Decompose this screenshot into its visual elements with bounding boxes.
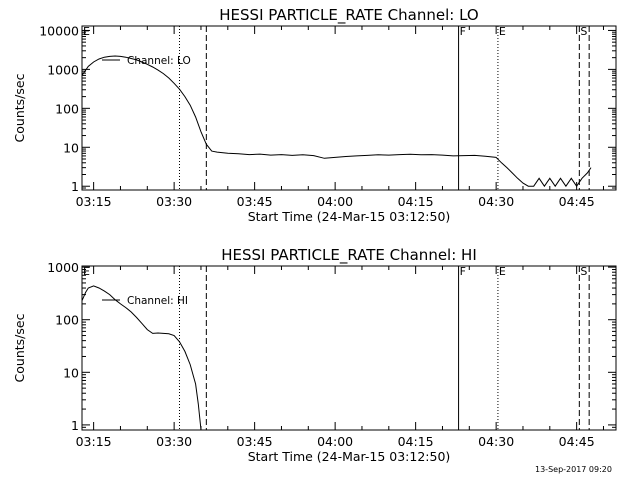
footer-timestamp: 13-Sep-2017 09:20 xyxy=(535,465,612,474)
x-axis-label: Start Time (24-Mar-15 03:12:50) xyxy=(248,449,451,464)
plot-frame xyxy=(81,265,617,431)
series-line xyxy=(82,285,202,430)
y-tick-label: 1000 xyxy=(47,260,79,275)
x-tick-label: 03:45 xyxy=(237,194,273,209)
event-marker-label: S xyxy=(580,25,587,38)
y-axis-label: Counts/sec xyxy=(12,73,27,142)
chart-title: HESSI PARTICLE_RATE Channel: LO xyxy=(219,6,478,25)
event-marker-label: E xyxy=(83,25,90,38)
event-marker-label: E xyxy=(499,25,506,38)
event-marker-label: F xyxy=(460,25,466,38)
y-tick-label: 10000 xyxy=(39,23,79,38)
y-tick-label: 100 xyxy=(55,313,79,328)
x-tick-label: 04:15 xyxy=(398,434,434,449)
y-tick-label: 1 xyxy=(71,418,79,433)
x-tick-label: 04:45 xyxy=(559,434,595,449)
y-tick-label: 1 xyxy=(71,179,79,194)
x-tick-label: 04:45 xyxy=(559,194,595,209)
x-tick-label: 04:30 xyxy=(478,434,514,449)
y-tick-label: 10 xyxy=(63,140,79,155)
x-axis-label: Start Time (24-Mar-15 03:12:50) xyxy=(248,209,451,224)
event-marker-label: S xyxy=(580,265,587,278)
x-tick-label: 04:30 xyxy=(478,194,514,209)
x-tick-label: 03:30 xyxy=(156,434,192,449)
plot-frame xyxy=(81,25,617,191)
x-tick-label: 04:15 xyxy=(398,194,434,209)
series-line xyxy=(82,55,592,188)
y-tick-label: 10 xyxy=(63,365,79,380)
legend-label: Channel: LO xyxy=(127,55,191,67)
event-marker-label: F xyxy=(460,265,466,278)
panel-lo: HESSI PARTICLE_RATE Channel: LO 1 10 100 100… xyxy=(12,6,617,224)
x-tick-label: 04:00 xyxy=(317,434,353,449)
x-tick-label: 03:45 xyxy=(237,434,273,449)
legend-label: Channel: HI xyxy=(127,295,188,307)
x-tick-label: 03:15 xyxy=(76,434,112,449)
chart-title: HESSI PARTICLE_RATE Channel: HI xyxy=(221,246,477,265)
event-marker-label: E xyxy=(83,265,90,278)
y-tick-label: 1000 xyxy=(47,62,79,77)
event-marker-label: E xyxy=(499,265,506,278)
x-tick-label: 03:30 xyxy=(156,194,192,209)
x-tick-label: 03:15 xyxy=(76,194,112,209)
y-axis-label: Counts/sec xyxy=(12,313,27,382)
panel-hi: HESSI PARTICLE_RATE Channel: HI 1 10 100 100… xyxy=(12,246,617,464)
y-tick-label: 100 xyxy=(55,101,79,116)
x-tick-label: 04:00 xyxy=(317,194,353,209)
